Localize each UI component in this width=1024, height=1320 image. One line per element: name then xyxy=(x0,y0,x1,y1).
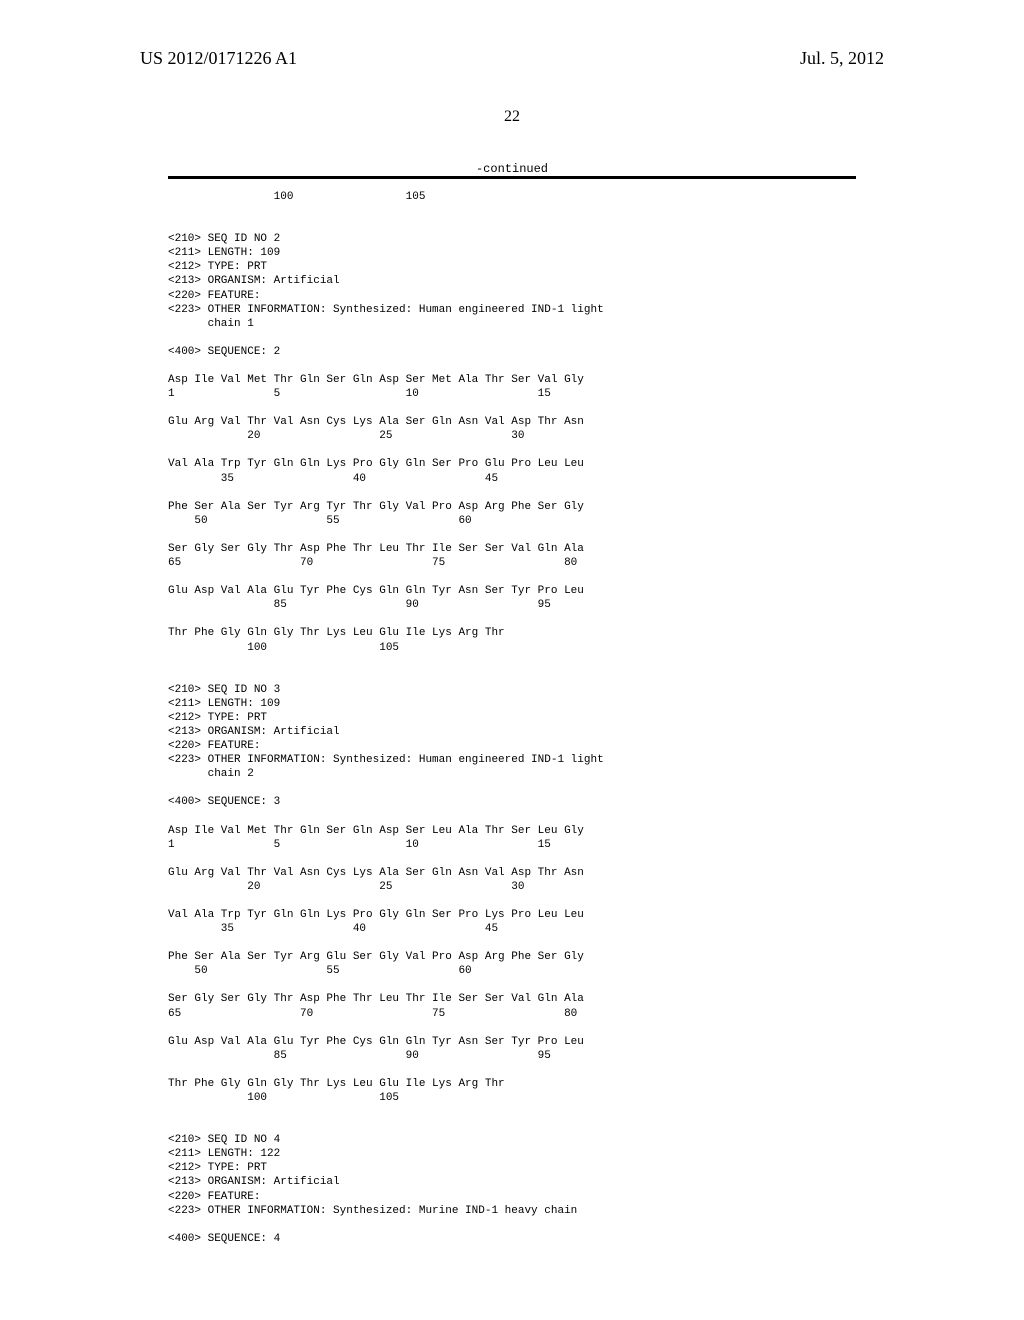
sequence-listing: 100 105 <210> SEQ ID NO 2 <211> LENGTH: … xyxy=(168,190,856,1246)
continued-label: -continued xyxy=(0,162,1024,176)
publication-date: Jul. 5, 2012 xyxy=(800,48,884,69)
publication-number: US 2012/0171226 A1 xyxy=(140,48,297,69)
horizontal-rule xyxy=(168,176,856,179)
page-number: 22 xyxy=(0,108,1024,126)
